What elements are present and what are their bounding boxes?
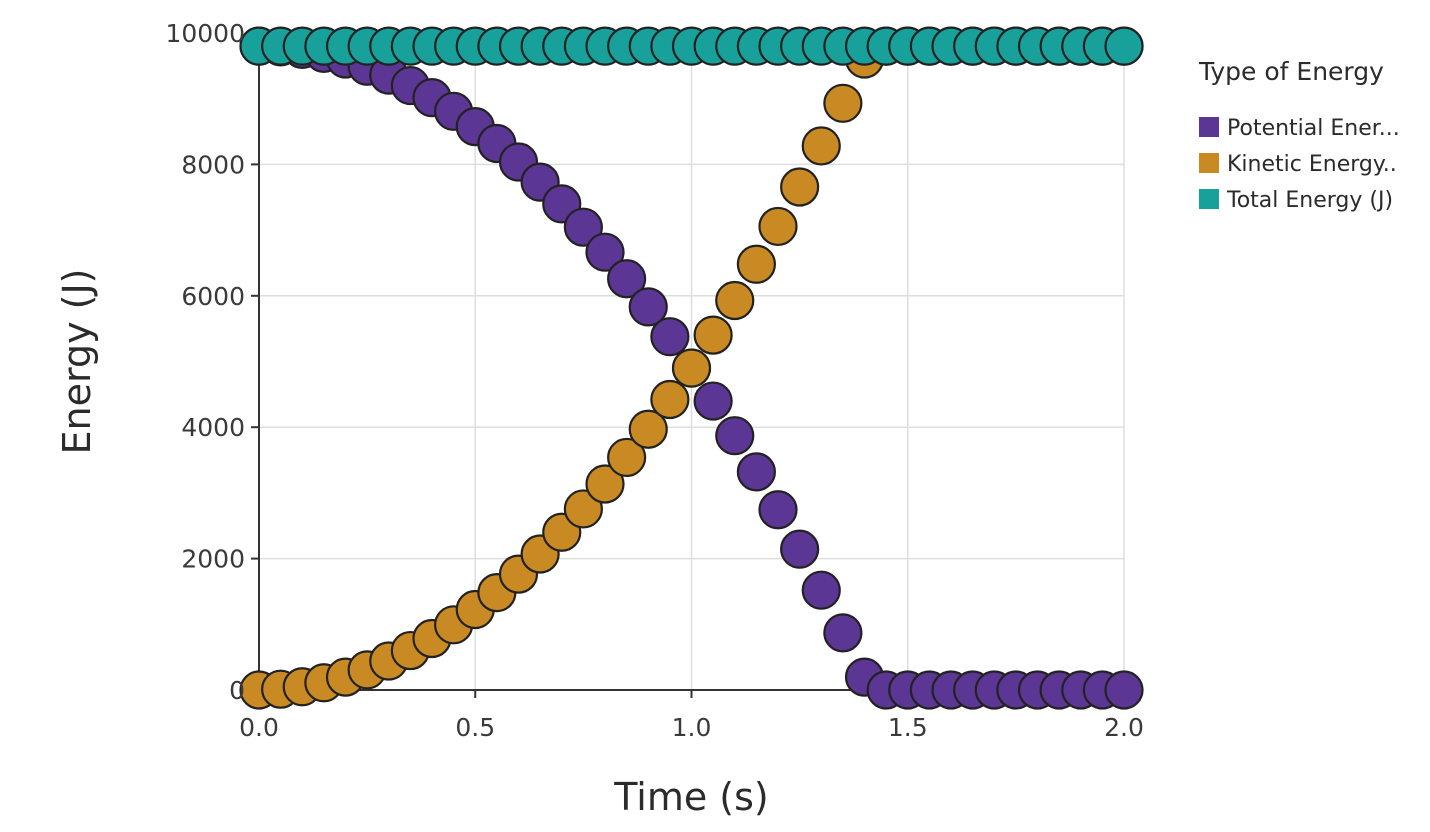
data-point <box>650 317 690 357</box>
y-tick-label: 10000 <box>165 19 245 48</box>
legend-title: Type of Energy <box>1198 57 1384 86</box>
data-point <box>780 529 820 569</box>
legend: Type of Energy Potential Ener... Kinetic … <box>1198 57 1400 213</box>
data-point <box>823 83 863 123</box>
x-tick-label: 0.0 <box>239 713 279 742</box>
data-point <box>758 490 798 530</box>
legend-swatch <box>1199 189 1219 209</box>
data-point <box>585 232 625 272</box>
legend-entries: Potential Ener... Kinetic Energy.. Total E… <box>1199 116 1400 213</box>
y-tick-label: 8000 <box>181 150 245 179</box>
data-point <box>671 348 712 388</box>
y-tick-label: 2000 <box>181 545 245 574</box>
data-point <box>1104 670 1144 710</box>
data-point <box>693 381 733 421</box>
x-tick-label: 1.5 <box>888 713 928 742</box>
x-axis-title: Time (s) <box>613 775 769 819</box>
x-tick-label: 0.5 <box>455 713 495 742</box>
data-point <box>736 244 776 284</box>
data-point <box>693 315 733 355</box>
data-point <box>563 207 603 247</box>
data-point <box>801 126 841 166</box>
y-tick-label: 6000 <box>181 282 245 311</box>
data-point <box>628 287 668 327</box>
data-point <box>628 409 668 449</box>
y-tick-label: 4000 <box>181 413 245 442</box>
legend-label: Potential Ener... <box>1227 116 1400 141</box>
data-point <box>780 167 820 207</box>
data-point <box>715 280 755 321</box>
data-point <box>563 489 603 529</box>
y-axis-title: Energy (J) <box>55 269 99 455</box>
data-point <box>607 259 647 299</box>
data-point <box>607 437 647 478</box>
data-point <box>715 416 755 456</box>
tick-labels: 0.0 0.5 1.0 1.5 2.0 0 2000 4000 6000 8000 10000 <box>165 19 1143 742</box>
y-tick-label: 0 <box>229 676 245 705</box>
x-tick-label: 2.0 <box>1104 713 1144 742</box>
legend-label: Kinetic Energy.. <box>1227 152 1397 177</box>
data-point <box>758 206 798 247</box>
data-points <box>239 26 1144 710</box>
legend-swatch <box>1199 117 1219 137</box>
data-point <box>650 379 690 420</box>
x-tick-label: 1.0 <box>672 713 712 742</box>
data-point <box>801 570 841 610</box>
data-point <box>823 613 863 653</box>
series-3 <box>239 26 1144 66</box>
legend-label: Total Energy (J) <box>1226 188 1393 213</box>
legend-swatch <box>1199 153 1219 173</box>
data-point <box>585 464 625 504</box>
data-point <box>1104 26 1144 66</box>
data-point <box>736 452 776 492</box>
